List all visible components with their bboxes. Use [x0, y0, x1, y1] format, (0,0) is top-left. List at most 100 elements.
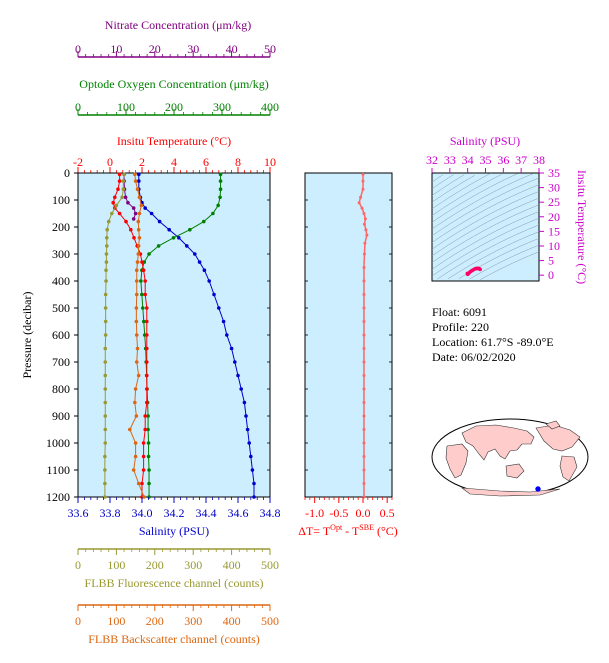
temperature-data-point — [124, 219, 128, 224]
temperature-tick-label: -2 — [73, 155, 83, 169]
fluorescence-data-point — [105, 236, 109, 240]
nitrate-tick-label: 20 — [149, 42, 161, 56]
salinity-data-point — [157, 219, 162, 224]
fluorescence-data-point — [103, 468, 107, 472]
float-id-text: Float: 6091 — [432, 305, 487, 319]
oxygen-data-point — [211, 211, 215, 216]
land-africa — [445, 443, 469, 479]
fluorescence-data-point — [103, 454, 107, 459]
pressure-tick-label: 1100 — [46, 463, 70, 477]
oxygen-data-point — [141, 319, 146, 324]
oxygen-tick-label: 0 — [75, 100, 81, 114]
temperature-data-point — [132, 236, 136, 240]
delta-data-point — [362, 374, 366, 377]
backscatter-data-point — [134, 292, 139, 297]
salinity-data-point — [143, 206, 147, 210]
backscatter-data-point — [133, 454, 138, 459]
fluorescence-tick-label: 300 — [184, 558, 202, 572]
fluorescence-data-point — [122, 172, 126, 177]
ts-salinity-tick-label: 36 — [497, 153, 509, 167]
oxygen-data-point — [140, 292, 144, 297]
pressure-tick-label: 200 — [52, 220, 70, 234]
salinity-data-point — [236, 373, 240, 378]
fluorescence-data-point — [103, 373, 108, 378]
oxygen-data-point — [146, 414, 150, 418]
salinity-data-point — [193, 252, 197, 256]
float-info: Float: 6091 Profile: 220 Location: 61.7°… — [432, 305, 554, 364]
ts-isopycnal-line — [431, 172, 491, 210]
ts-salinity-tick-label: 33 — [444, 153, 456, 167]
fluorescence-data-point — [103, 319, 108, 324]
backscatter-data-point — [136, 244, 141, 248]
pressure-tick-label: 600 — [52, 328, 70, 342]
nitrate-data-point — [133, 211, 138, 216]
world-map — [431, 418, 589, 497]
salinity-data-point — [167, 227, 171, 232]
salinity-tick-label: 34.8 — [260, 506, 281, 520]
salinity-data-point — [250, 468, 255, 472]
temperature-tick-label: 0 — [107, 155, 113, 169]
backscatter-tick-label: 200 — [146, 614, 164, 628]
salinity-data-point — [217, 306, 221, 310]
salinity-data-point — [202, 268, 207, 273]
oxygen-data-point — [216, 203, 220, 208]
temperature-data-point — [145, 373, 149, 378]
ts-isopycnal-line — [431, 173, 518, 223]
salinity-tick-label: 33.8 — [100, 506, 121, 520]
salinity-data-point — [185, 244, 189, 248]
temperature-data-point — [145, 319, 149, 324]
temperature-data-point — [117, 179, 122, 183]
fluorescence-data-point — [105, 244, 109, 248]
backscatter-data-point — [131, 468, 136, 472]
ts-isopycnal-line — [480, 251, 540, 280]
delta-data-point — [361, 172, 365, 176]
backscatter-data-point — [134, 333, 139, 337]
ts-isopycnal-line — [431, 174, 502, 216]
salinity-data-point — [221, 319, 226, 324]
temperature-data-point — [145, 346, 149, 351]
pressure-tick-label: 700 — [52, 355, 70, 369]
delta-data-point — [362, 212, 366, 215]
fluorescence-data-point — [121, 179, 126, 183]
delta-data-point — [363, 241, 367, 245]
delta-data-point — [362, 482, 366, 485]
salinity-axis: 33.6 33.8 34.0 34.2 34.4 34.6 34.8 Salinity (P… — [68, 497, 281, 538]
backscatter-data-point — [136, 481, 141, 486]
backscatter-data-point — [137, 236, 142, 240]
ts-isopycnal-line — [431, 191, 540, 250]
salinity-data-point — [239, 387, 243, 391]
backscatter-data-point — [136, 219, 141, 224]
pressure-tick-label: 500 — [52, 301, 70, 315]
temperature-data-point — [141, 468, 146, 472]
salinity-data-point — [252, 495, 256, 499]
backscatter-data-point — [136, 252, 141, 256]
ts-temperature-tick-label: 15 — [548, 224, 560, 238]
fluorescence-data-point — [103, 346, 108, 351]
temperature-data-point — [143, 414, 147, 418]
temperature-axis-label: Insitu Temperature (°C) — [117, 134, 231, 148]
temperature-data-point — [117, 211, 122, 216]
pressure-tick-label: 1200 — [46, 490, 70, 504]
oxygen-data-point — [147, 481, 151, 486]
nitrate-data-point — [131, 217, 136, 221]
delta-tick-label: -1.0 — [305, 506, 324, 520]
delta-data-point — [362, 306, 366, 310]
oxygen-tick-label: 100 — [117, 100, 135, 114]
ts-isopycnal-line — [437, 224, 540, 280]
fluorescence-tick-label: 200 — [146, 558, 164, 572]
salinity-tick-label: 33.6 — [68, 506, 89, 520]
oxygen-tick-label: 300 — [213, 100, 231, 114]
delta-data-point — [362, 401, 366, 404]
backscatter-data-point — [128, 427, 132, 432]
ts-isopycnal-line — [431, 204, 540, 263]
temperature-data-point — [143, 427, 147, 432]
backscatter-data-point — [133, 400, 137, 405]
oxygen-data-point — [147, 468, 151, 472]
ts-isopycnal-line — [431, 174, 454, 189]
delta-data-point — [359, 195, 363, 199]
oxygen-data-point — [218, 179, 223, 183]
ts-temperature-label: Insitu Temperature (°C) — [575, 170, 589, 284]
date-text: Date: 06/02/2020 — [432, 350, 516, 364]
delta-data-point — [361, 187, 365, 191]
ts-temperature-tick-label: 35 — [548, 166, 560, 180]
